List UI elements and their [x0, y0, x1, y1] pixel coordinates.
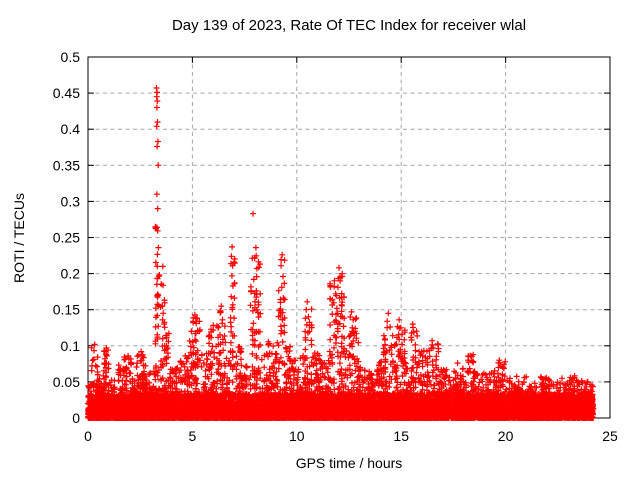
- y-tick-label: 0: [72, 410, 80, 426]
- chart-title: Day 139 of 2023, Rate Of TEC Index for r…: [172, 17, 526, 34]
- y-axis-label: ROTI / TECUs: [11, 193, 27, 283]
- y-tick-label: 0.35: [53, 157, 80, 173]
- y-tick-label: 0.2: [61, 266, 81, 282]
- y-tick-label: 0.05: [53, 374, 80, 390]
- y-tick-label: 0.3: [61, 193, 81, 209]
- y-tick-label: 0.25: [53, 230, 80, 246]
- tick-labels: 0 0.05 0.1 0.15 0.2 0.25 0.3 0.35 0.4 0.45 0.5 0 5 10…: [53, 49, 618, 444]
- y-tick-label: 0.45: [53, 85, 80, 101]
- y-tick-label: 0.4: [61, 121, 81, 137]
- y-tick-label: 0.15: [53, 302, 80, 318]
- y-tick-label: 0.5: [61, 49, 81, 65]
- x-tick-label: 10: [289, 428, 305, 444]
- x-tick-label: 20: [498, 428, 514, 444]
- scatter-points: [85, 85, 597, 421]
- x-tick-label: 0: [84, 428, 92, 444]
- x-axis-label: GPS time / hours: [296, 455, 403, 471]
- x-tick-label: 25: [602, 428, 618, 444]
- gridlines: [88, 57, 610, 418]
- x-tick-label: 5: [189, 428, 197, 444]
- y-tick-label: 0.1: [61, 338, 81, 354]
- x-tick-label: 15: [393, 428, 409, 444]
